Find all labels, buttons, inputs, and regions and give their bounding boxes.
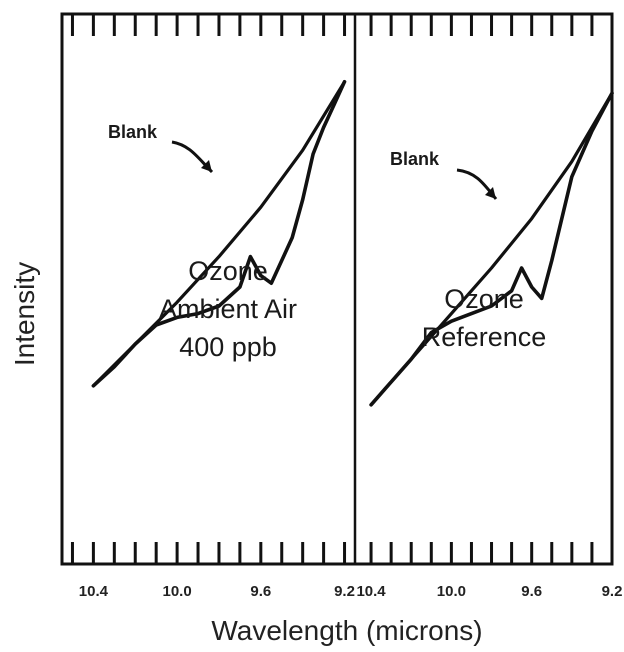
ozone-series-line <box>91 80 347 388</box>
ozone-series-line <box>369 91 614 407</box>
arrow-head <box>201 160 212 172</box>
y-axis-title: Intensity <box>9 262 40 366</box>
panel-annotation-line: Ozone <box>188 256 268 286</box>
arrow-head <box>485 187 496 199</box>
x-tick-label: 10.4 <box>79 583 109 600</box>
x-tick-label: 10.0 <box>437 583 466 600</box>
blank-label: Blank <box>390 149 440 169</box>
x-tick-label: 9.2 <box>602 583 623 600</box>
x-tick-label: 10.0 <box>163 583 192 600</box>
x-tick-label: 9.6 <box>250 583 271 600</box>
outer-frame <box>60 12 614 566</box>
blank-series-line <box>369 91 614 407</box>
x-tick-label: 9.2 <box>334 583 355 600</box>
plot-frame <box>60 12 614 566</box>
blank-label: Blank <box>108 122 158 142</box>
panel-annotation-line: 400 ppb <box>179 332 277 362</box>
panel-annotation-line: Ozone <box>444 284 524 314</box>
tick-marks <box>70 14 594 564</box>
x-axis-title: Wavelength (microns) <box>211 615 482 646</box>
text-layer: 10.4 10.0 9.6 9.2 Blank Ozone Ambient Air 400 p… <box>79 122 623 600</box>
x-tick-label: 10.4 <box>356 583 386 600</box>
panel-annotation-line: Ambient Air <box>159 294 297 324</box>
series-layer <box>91 80 614 407</box>
panel-annotation-line: Reference <box>422 322 547 352</box>
x-tick-label: 9.6 <box>521 583 542 600</box>
